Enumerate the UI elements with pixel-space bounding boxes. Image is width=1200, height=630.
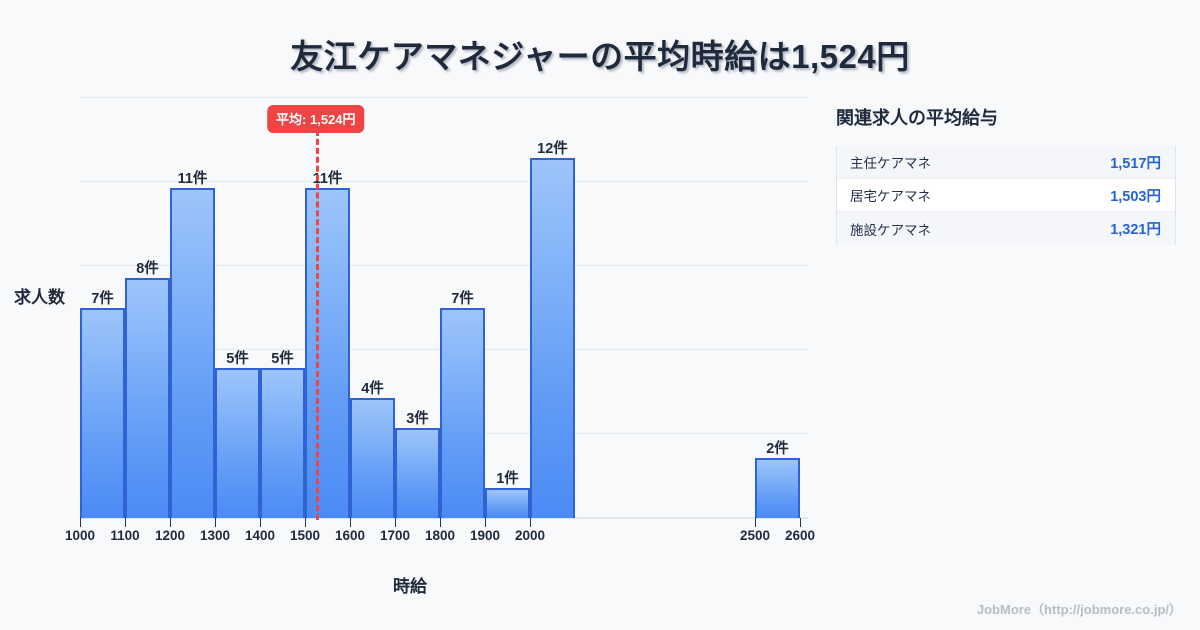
x-tick-label: 1700 (379, 528, 411, 543)
footer-credit: JobMore（http://jobmore.co.jp/） (976, 602, 1182, 617)
panel-title: 関連求人の平均給与 (836, 108, 998, 128)
table-row[interactable]: 主任ケアマネ 1,517円 (837, 146, 1175, 179)
average-line (315, 130, 319, 520)
x-tick-label: 2500 (739, 528, 771, 543)
row-value: 1,503円 (1110, 188, 1161, 205)
x-tick (530, 518, 531, 527)
x-tick (485, 518, 486, 527)
x-axis-baseline (80, 518, 808, 519)
bar-value-label: 5件 (271, 351, 294, 367)
bar-value-label: 4件 (361, 381, 384, 397)
row-label: 主任ケアマネ (850, 156, 931, 171)
gridline (80, 265, 808, 266)
x-tick (260, 518, 261, 527)
bar-value-label: 7件 (91, 291, 114, 307)
x-tick-label: 2000 (514, 528, 546, 543)
x-tick-label: 1000 (64, 528, 96, 543)
bar-value-label: 12件 (537, 141, 568, 157)
bar-value-label: 11件 (177, 171, 208, 187)
x-tick (350, 518, 351, 527)
bar[interactable] (395, 428, 440, 518)
bar-value-label: 3件 (406, 411, 429, 427)
bar-value-label: 5件 (226, 351, 249, 367)
row-value: 1,321円 (1110, 222, 1161, 238)
x-tick (125, 518, 126, 527)
bar[interactable] (215, 368, 260, 518)
x-tick (80, 518, 81, 527)
x-tick-label: 1900 (469, 528, 501, 543)
x-tick-label: 1200 (154, 528, 186, 543)
bar[interactable] (305, 188, 350, 518)
bar[interactable] (440, 308, 485, 518)
table-row[interactable]: 居宅ケアマネ 1,503円 (837, 179, 1175, 212)
gridline (80, 97, 808, 98)
bar-value-label: 11件 (312, 171, 343, 187)
x-tick-label: 1400 (244, 528, 276, 543)
x-tick-label: 2600 (784, 528, 816, 543)
row-label: 施設ケアマネ (850, 222, 931, 238)
x-tick (440, 518, 441, 527)
bar[interactable] (80, 308, 125, 518)
bar[interactable] (170, 188, 215, 518)
histogram-chart: 7件 8件 11件 5件 5件 11件 4件 3件 7件 1件 12件 2件 1000 1100 1200… (14, 97, 815, 596)
x-tick (305, 518, 306, 527)
bar[interactable] (485, 488, 530, 518)
x-tick-label: 1600 (334, 528, 366, 543)
bar[interactable] (530, 158, 575, 518)
x-tick-label: 1500 (289, 528, 321, 543)
average-badge: 平均: 1,524円 (267, 105, 365, 133)
x-tick (395, 518, 396, 527)
bar-value-label: 1件 (496, 471, 519, 487)
y-axis-title: 求人数 (14, 288, 65, 307)
bar[interactable] (125, 278, 170, 518)
x-tick-label: 1800 (424, 528, 456, 543)
bar[interactable] (755, 458, 800, 518)
x-tick (170, 518, 171, 527)
x-tick-label: 1300 (199, 528, 231, 543)
x-tick (755, 518, 756, 527)
row-label: 居宅ケアマネ (850, 189, 931, 204)
page-title: 友江ケアマネジャーの平均時給は1,524円 (290, 38, 910, 75)
x-tick (800, 518, 801, 527)
bar[interactable] (260, 368, 305, 518)
x-tick (215, 518, 216, 527)
x-axis-title: 時給 (393, 577, 427, 596)
bar-value-label: 7件 (451, 291, 474, 307)
bar-value-label: 2件 (766, 441, 789, 457)
related-salary-panel: 関連求人の平均給与 主任ケアマネ 1,517円居宅ケアマネ 1,503円施設ケアマネ… (836, 104, 1176, 245)
x-tick-label: 1100 (110, 528, 140, 543)
row-value: 1,517円 (1110, 155, 1161, 172)
bar[interactable] (350, 398, 395, 518)
gridline (80, 181, 808, 182)
bar-value-label: 8件 (136, 261, 159, 277)
table-row[interactable]: 施設ケアマネ 1,321円 (837, 212, 1175, 245)
related-salary-table: 主任ケアマネ 1,517円居宅ケアマネ 1,503円施設ケアマネ 1,321円 (836, 146, 1176, 245)
